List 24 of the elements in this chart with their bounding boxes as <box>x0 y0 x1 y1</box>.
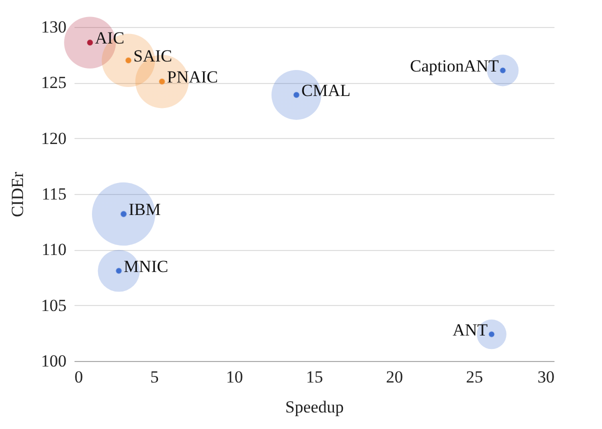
annotation: CaptionANT <box>410 56 500 76</box>
x-tick-label: 0 <box>74 368 83 386</box>
annotation: CMAL <box>301 80 351 100</box>
x-tick-label: 20 <box>386 368 403 386</box>
annotation: PNAIC <box>167 68 218 87</box>
y-tick-label: 130 <box>41 18 66 36</box>
y-tick-label: 120 <box>41 128 66 148</box>
y-tick-label: 115 <box>42 184 66 204</box>
x-tick-label: 30 <box>538 368 554 386</box>
x-tick-label: 10 <box>226 368 243 386</box>
y-tick-label: 125 <box>41 73 66 92</box>
x-tick-label: 15 <box>306 368 323 386</box>
annotation: AIC <box>95 28 124 48</box>
y-tick-label: 100 <box>41 352 66 370</box>
annotation: MNIC <box>124 256 168 276</box>
annotation: SAIC <box>133 46 172 66</box>
y-tick-label: 105 <box>41 296 66 315</box>
x-tick-label: 25 <box>466 368 483 386</box>
annotation: ANT <box>452 320 488 340</box>
x-axis-title: Speedup <box>285 398 344 416</box>
y-axis-title: CIDEr <box>8 172 27 218</box>
annotation: IBM <box>128 200 161 220</box>
x-tick-label: 5 <box>150 368 159 386</box>
y-tick-label: 110 <box>42 240 66 260</box>
